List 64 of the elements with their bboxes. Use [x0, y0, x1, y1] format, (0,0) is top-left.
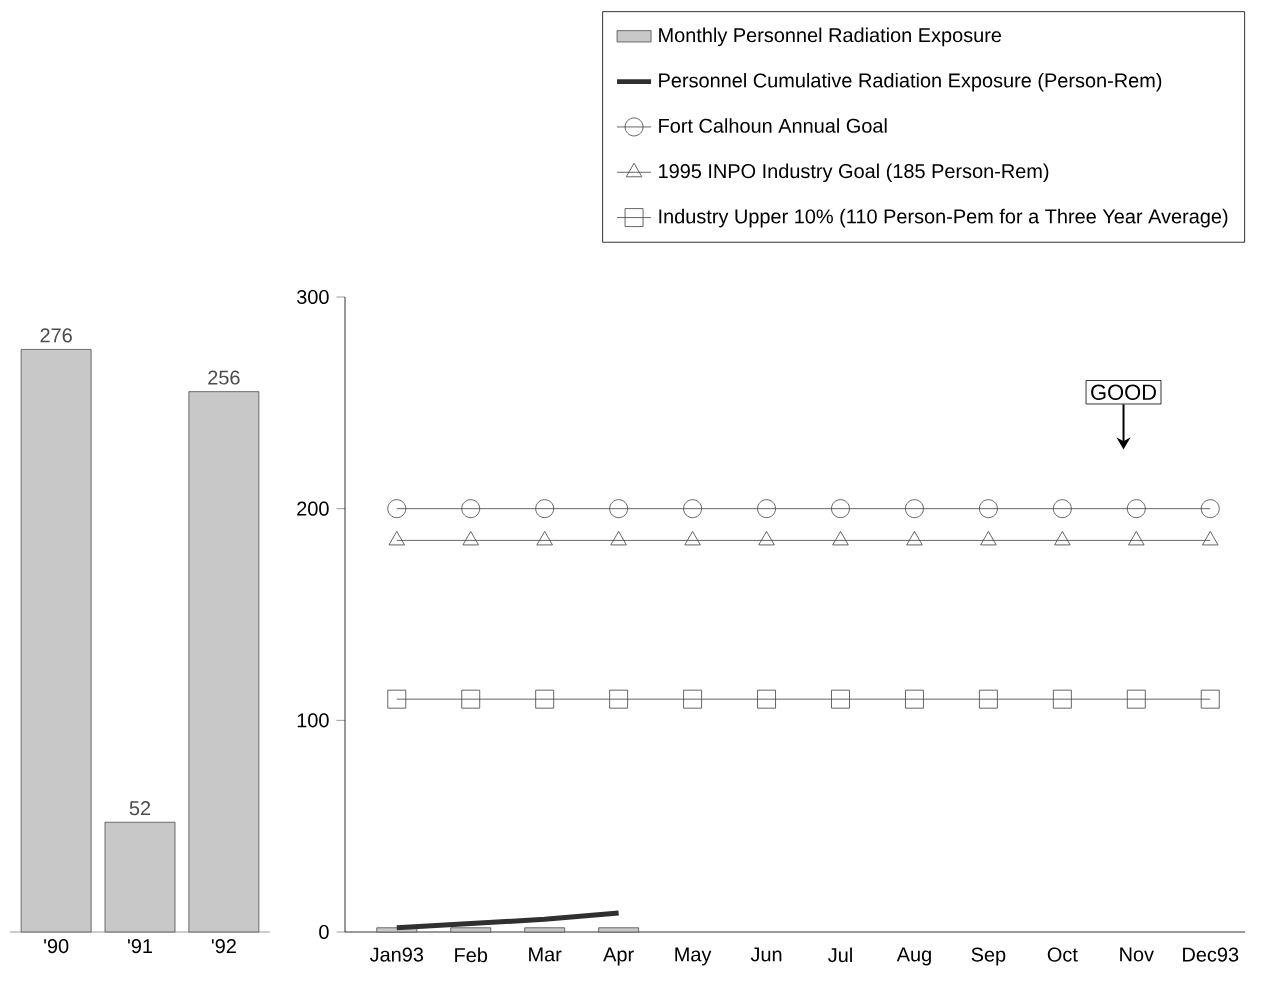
x-tick-label: Feb — [455, 947, 488, 963]
point — [461, 499, 481, 519]
point — [979, 689, 998, 709]
point — [906, 531, 923, 546]
x-tick-label: '92 — [211, 939, 236, 954]
point — [757, 689, 776, 709]
x-tick-label: Sep — [971, 947, 1006, 966]
point — [536, 531, 553, 546]
point — [387, 689, 407, 709]
x-tick-label: Jul — [828, 947, 852, 963]
point — [535, 499, 555, 519]
y-tick-label: 200 — [297, 501, 329, 516]
point — [905, 689, 924, 709]
point — [683, 499, 702, 519]
point — [610, 531, 627, 546]
point — [1052, 499, 1072, 519]
x-tick-label: Mar — [529, 947, 562, 962]
data-label: 276 — [40, 328, 72, 343]
point — [609, 499, 629, 519]
annotation: GOOD — [1091, 384, 1156, 400]
point — [1054, 531, 1071, 546]
legend-label: 1995 INPO Industry Goal (185 Person-Rem) — [659, 163, 1049, 183]
data-label: 52 — [129, 801, 151, 816]
y-tick-label: 0 — [319, 924, 329, 940]
x-tick-label: May — [675, 947, 712, 966]
point — [831, 499, 850, 519]
point — [1200, 689, 1220, 709]
point — [979, 499, 998, 519]
x-tick-label: Nov — [1120, 947, 1154, 962]
point — [388, 531, 405, 546]
x-tick-label: '90 — [44, 939, 69, 954]
legend-label: Fort Calhoun Annual Goal — [659, 118, 887, 133]
x-tick-label: Jan93 — [369, 947, 424, 962]
point — [758, 531, 775, 546]
point — [831, 689, 850, 709]
data-label: 256 — [208, 370, 240, 385]
point — [683, 689, 702, 709]
x-tick-label: Oct — [1047, 947, 1078, 962]
point — [1202, 531, 1219, 546]
point — [905, 499, 924, 519]
legend-label: Industry Upper 10% (110 Person-Pem for a Three Year Average) — [659, 208, 1228, 228]
x-tick-label: Jun — [750, 947, 782, 962]
x-tick-label: Apr — [603, 947, 634, 966]
y-tick-label: 300 — [296, 289, 329, 305]
point — [1126, 499, 1146, 519]
legend-label: Monthly Personnel Radiation Exposure — [659, 27, 1002, 47]
y-tick-label: 100 — [297, 713, 329, 728]
point — [461, 689, 481, 709]
point — [387, 499, 407, 519]
point — [980, 531, 997, 546]
point — [757, 499, 776, 519]
x-tick-label: Aug — [896, 947, 931, 966]
x-tick-label: Dec93 — [1183, 947, 1239, 962]
point — [462, 531, 479, 546]
point — [1200, 499, 1220, 519]
point — [1052, 689, 1072, 709]
point — [832, 531, 849, 546]
point — [535, 689, 555, 709]
x-tick-label: '91 — [128, 939, 153, 954]
point — [609, 689, 629, 709]
legend-label: Personnel Cumulative Radiation Exposure (Person-Rem) — [659, 72, 1162, 92]
point — [1126, 689, 1146, 709]
point — [1128, 531, 1145, 546]
point — [684, 531, 701, 546]
